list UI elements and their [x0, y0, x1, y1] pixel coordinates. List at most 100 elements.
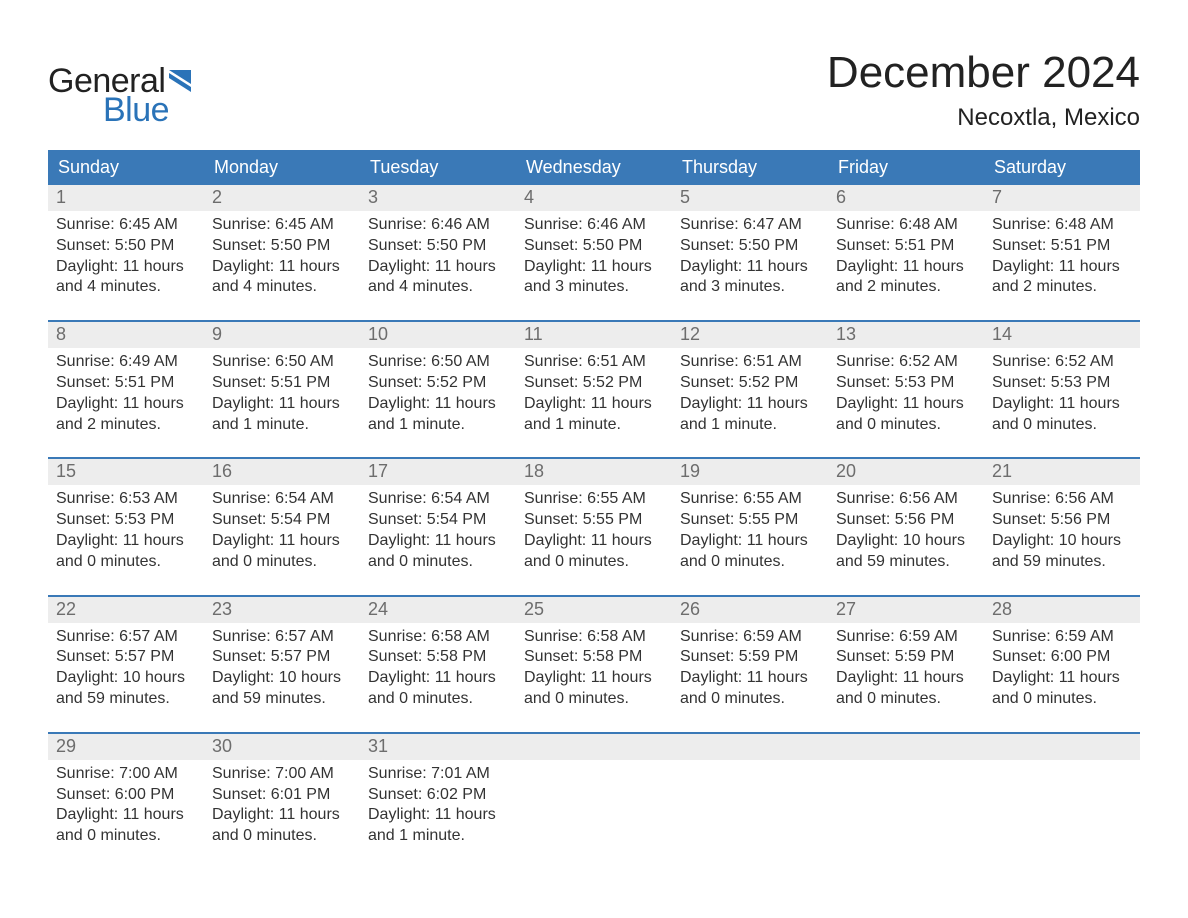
dl2-text: and 1 minute.: [524, 415, 664, 436]
dl1-text: Daylight: 10 hours: [212, 668, 352, 689]
location: Necoxtla, Mexico: [827, 104, 1140, 132]
sunrise-text: Sunrise: 6:47 AM: [680, 215, 820, 236]
day-cell: 14Sunrise: 6:52 AMSunset: 5:53 PMDayligh…: [984, 322, 1140, 443]
day-number: 2: [212, 187, 222, 207]
sunset-text: Sunset: 6:01 PM: [212, 785, 352, 806]
sunrise-text: Sunrise: 6:51 AM: [680, 352, 820, 373]
sunrise-text: Sunrise: 7:00 AM: [56, 764, 196, 785]
weekday-header: Thursday: [672, 150, 828, 185]
dl1-text: Daylight: 11 hours: [368, 531, 508, 552]
dl2-text: and 0 minutes.: [368, 552, 508, 573]
day-number: 19: [680, 461, 700, 481]
sunrise-text: Sunrise: 6:52 AM: [836, 352, 976, 373]
dl2-text: and 1 minute.: [368, 826, 508, 847]
day-cell: 31 Sunrise: 7:01 AMSunset: 6:02 PMDayligh…: [360, 734, 516, 855]
dl2-text: and 4 minutes.: [368, 277, 508, 298]
day-details: Sunrise: 6:53 AMSunset: 5:53 PMDaylight:…: [48, 485, 204, 580]
day-details: Sunrise: 6:45 AMSunset: 5:50 PMDaylight:…: [204, 211, 360, 306]
dl1-text: Daylight: 11 hours: [368, 394, 508, 415]
dl1-text: Daylight: 11 hours: [992, 394, 1132, 415]
day-details: Sunrise: 7:00 AMSunset: 6:01 PMDaylight:…: [204, 760, 360, 855]
dl2-text: and 59 minutes.: [212, 689, 352, 710]
dl1-text: Daylight: 11 hours: [212, 531, 352, 552]
header: General Blue December 2024 Necoxtla, Mex…: [48, 48, 1140, 132]
sunrise-text: Sunrise: 7:01 AM: [368, 764, 508, 785]
sunset-text: Sunset: 5:50 PM: [680, 236, 820, 257]
sunrise-text: Sunrise: 6:53 AM: [56, 489, 196, 510]
day-number: 29: [56, 736, 76, 756]
sunset-text: Sunset: 5:57 PM: [56, 647, 196, 668]
dl1-text: Daylight: 11 hours: [836, 394, 976, 415]
dl1-text: Daylight: 11 hours: [524, 394, 664, 415]
dl2-text: and 59 minutes.: [836, 552, 976, 573]
dl1-text: Daylight: 11 hours: [680, 394, 820, 415]
dl1-text: Daylight: 11 hours: [212, 257, 352, 278]
dl1-text: Daylight: 11 hours: [680, 531, 820, 552]
day-details: Sunrise: 6:58 AMSunset: 5:58 PMDaylight:…: [516, 623, 672, 718]
dl1-text: Daylight: 11 hours: [992, 257, 1132, 278]
day-cell: .: [672, 734, 828, 855]
dl1-text: Daylight: 11 hours: [680, 668, 820, 689]
day-cell: 16Sunrise: 6:54 AMSunset: 5:54 PMDayligh…: [204, 459, 360, 580]
day-cell: 18Sunrise: 6:55 AMSunset: 5:55 PMDayligh…: [516, 459, 672, 580]
day-number: 28: [992, 599, 1012, 619]
dl1-text: Daylight: 11 hours: [368, 805, 508, 826]
dl1-text: Daylight: 11 hours: [524, 257, 664, 278]
day-number: 26: [680, 599, 700, 619]
day-number: 10: [368, 324, 388, 344]
day-number: 1: [56, 187, 66, 207]
day-number: 30: [212, 736, 232, 756]
week-row: 22 Sunrise: 6:57 AMSunset: 5:57 PMDayligh…: [48, 595, 1140, 718]
dl2-text: and 0 minutes.: [56, 826, 196, 847]
day-cell: .: [516, 734, 672, 855]
sunrise-text: Sunrise: 6:56 AM: [836, 489, 976, 510]
day-number: 23: [212, 599, 232, 619]
day-number: 8: [56, 324, 66, 344]
sunset-text: Sunset: 6:02 PM: [368, 785, 508, 806]
sunset-text: Sunset: 5:52 PM: [368, 373, 508, 394]
dl2-text: and 0 minutes.: [212, 552, 352, 573]
sunset-text: Sunset: 5:50 PM: [368, 236, 508, 257]
day-details: Sunrise: 6:49 AMSunset: 5:51 PMDaylight:…: [48, 348, 204, 443]
dl2-text: and 59 minutes.: [992, 552, 1132, 573]
sunset-text: Sunset: 5:57 PM: [212, 647, 352, 668]
day-number: 14: [992, 324, 1012, 344]
sunset-text: Sunset: 5:53 PM: [992, 373, 1132, 394]
day-cell: 10Sunrise: 6:50 AMSunset: 5:52 PMDayligh…: [360, 322, 516, 443]
sunset-text: Sunset: 5:52 PM: [680, 373, 820, 394]
day-cell: 6Sunrise: 6:48 AMSunset: 5:51 PMDaylight…: [828, 185, 984, 306]
sunset-text: Sunset: 5:56 PM: [836, 510, 976, 531]
day-cell: 9Sunrise: 6:50 AMSunset: 5:51 PMDaylight…: [204, 322, 360, 443]
day-details: Sunrise: 6:57 AMSunset: 5:57 PMDaylight:…: [48, 623, 204, 718]
dl2-text: and 0 minutes.: [524, 689, 664, 710]
sunrise-text: Sunrise: 6:50 AM: [212, 352, 352, 373]
day-details: Sunrise: 6:55 AMSunset: 5:55 PMDaylight:…: [516, 485, 672, 580]
week-row: 1 Sunrise: 6:45 AMSunset: 5:50 PMDaylight…: [48, 185, 1140, 306]
dl1-text: Daylight: 11 hours: [680, 257, 820, 278]
month-title: December 2024: [827, 48, 1140, 98]
weekday-header: Sunday: [48, 150, 204, 185]
sunrise-text: Sunrise: 6:51 AM: [524, 352, 664, 373]
sunset-text: Sunset: 5:55 PM: [524, 510, 664, 531]
day-number: 27: [836, 599, 856, 619]
day-number: 31: [368, 736, 388, 756]
dl1-text: Daylight: 11 hours: [212, 394, 352, 415]
day-cell: 25Sunrise: 6:58 AMSunset: 5:58 PMDayligh…: [516, 597, 672, 718]
day-cell: 7Sunrise: 6:48 AMSunset: 5:51 PMDaylight…: [984, 185, 1140, 306]
day-number: 17: [368, 461, 388, 481]
day-details: Sunrise: 6:58 AMSunset: 5:58 PMDaylight:…: [360, 623, 516, 718]
sunset-text: Sunset: 5:53 PM: [56, 510, 196, 531]
sunrise-text: Sunrise: 6:54 AM: [212, 489, 352, 510]
dl2-text: and 0 minutes.: [680, 689, 820, 710]
sunset-text: Sunset: 5:51 PM: [836, 236, 976, 257]
week-row: 8 Sunrise: 6:49 AMSunset: 5:51 PMDaylight…: [48, 320, 1140, 443]
day-number: 11: [524, 324, 543, 344]
day-number: 22: [56, 599, 76, 619]
day-cell: .: [828, 734, 984, 855]
dl2-text: and 0 minutes.: [56, 552, 196, 573]
week-row: 29Sunrise: 7:00 AMSunset: 6:00 PMDayligh…: [48, 732, 1140, 855]
weekday-header-row: SundayMondayTuesdayWednesdayThursdayFrid…: [48, 150, 1140, 185]
sunrise-text: Sunrise: 6:58 AM: [524, 627, 664, 648]
day-number: 24: [368, 599, 388, 619]
day-cell: 2 Sunrise: 6:45 AMSunset: 5:50 PMDaylight…: [204, 185, 360, 306]
